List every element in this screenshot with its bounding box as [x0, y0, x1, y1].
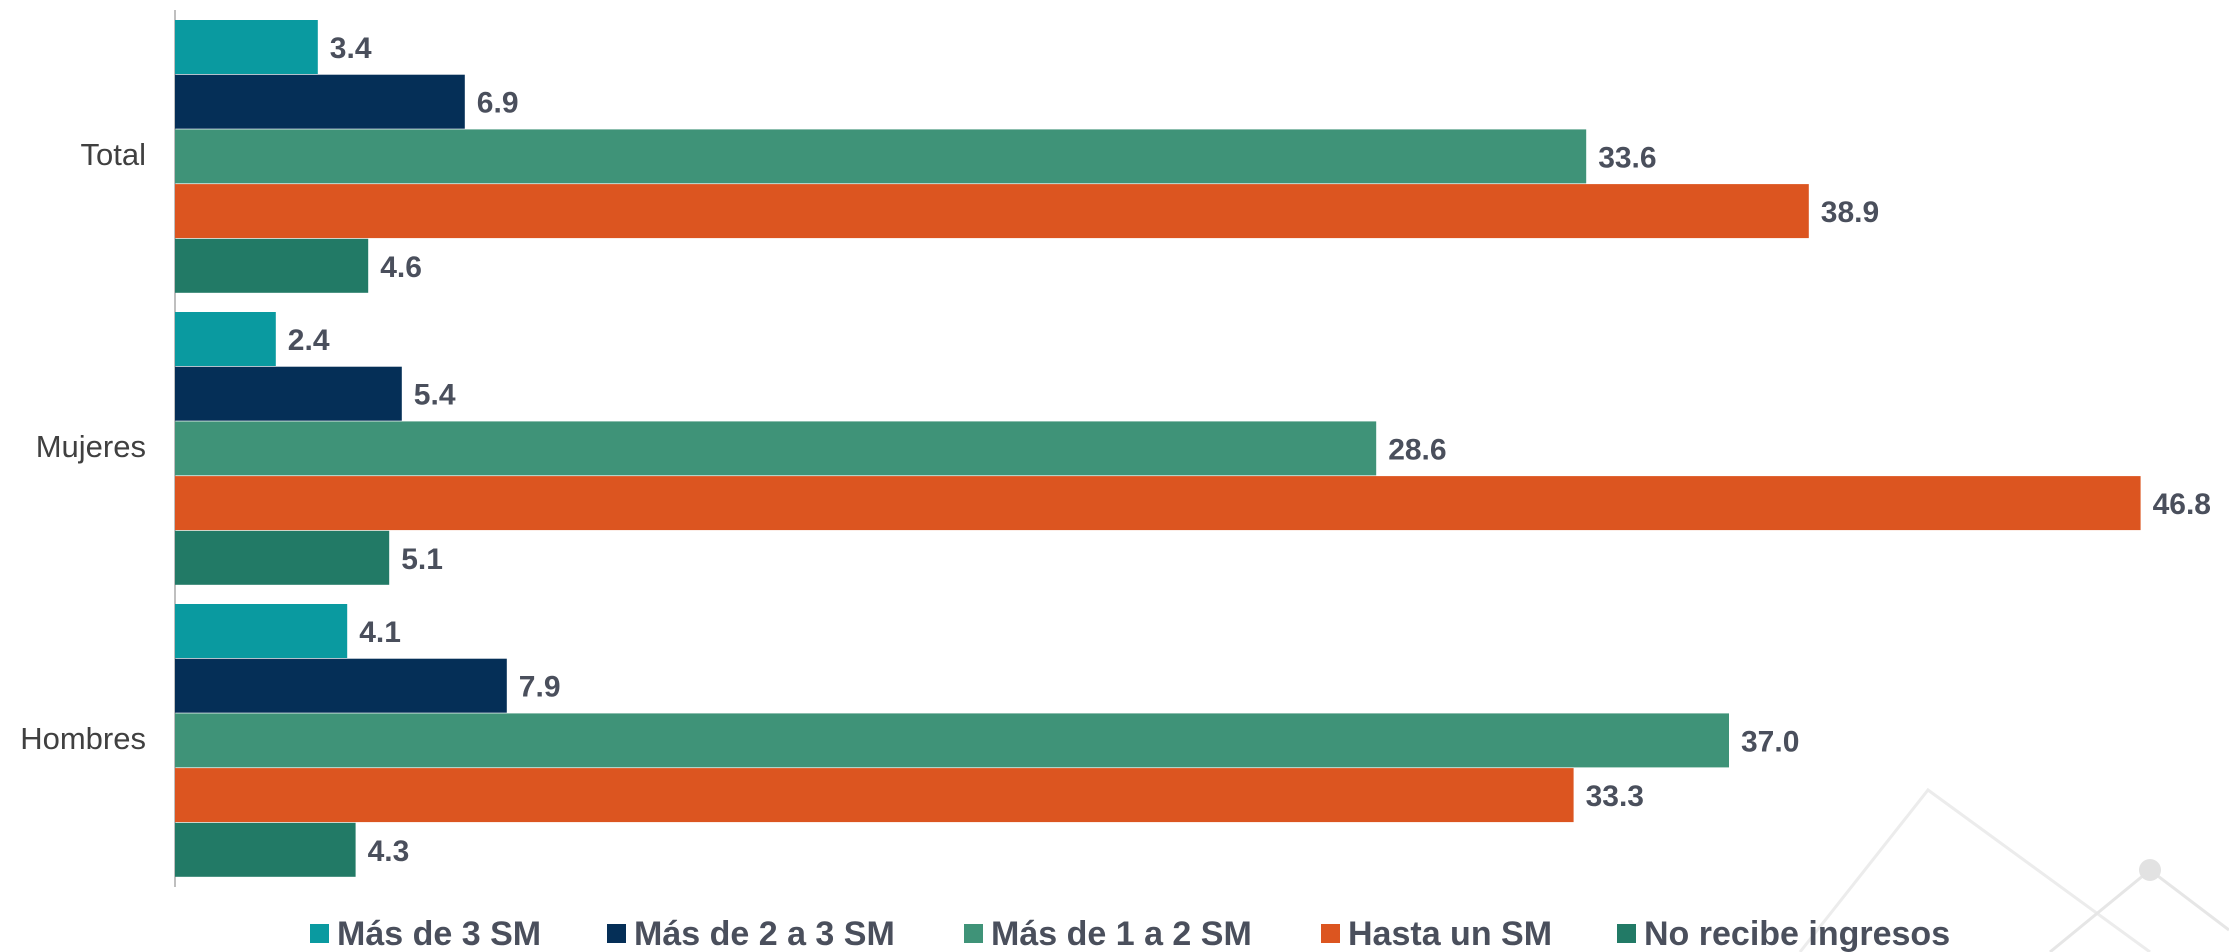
bar-total-mas-de-1-a-2-sm [175, 129, 1587, 184]
watermark-decoration [1798, 787, 2229, 952]
value-label-hombres-mas-de-2-a-3-sm: 7.9 [519, 671, 561, 704]
bar-total-mas-de-2-a-3-sm [175, 74, 465, 129]
legend: Más de 3 SM Más de 2 a 3 SM Más de 1 a 2 S… [310, 915, 1950, 952]
value-label-mujeres-mas-de-1-a-2-sm: 28.6 [1388, 433, 1446, 466]
value-label-hombres-mas-de-1-a-2-sm: 37.0 [1741, 725, 1799, 758]
bar-mujeres-mas-de-2-a-3-sm [175, 366, 402, 421]
legend-label-mas-de-1-a-2-sm: Más de 1 a 2 SM [991, 915, 1252, 952]
category-labels-group: Total Mujeres Hombres [20, 137, 146, 756]
value-label-mujeres-mas-de-3-sm: 2.4 [288, 324, 330, 357]
value-label-mujeres-no-recibe-ingresos: 5.1 [401, 543, 443, 576]
category-label-mujeres: Mujeres [36, 429, 146, 464]
bar-mujeres-mas-de-1-a-2-sm [175, 421, 1377, 476]
value-label-total-mas-de-3-sm: 3.4 [330, 32, 372, 65]
bar-hombres-mas-de-1-a-2-sm [175, 713, 1729, 768]
value-label-mujeres-hasta-un-sm: 46.8 [2153, 488, 2211, 521]
legend-swatch-hasta-un-sm [1321, 924, 1340, 943]
legend-label-mas-de-2-a-3-sm: Más de 2 a 3 SM [634, 915, 895, 952]
value-labels-group: 3.4 6.9 33.6 38.9 4.6 2.4 5.4 28.6 46.8 5.1 4.1 7.9… [288, 32, 2211, 868]
bar-total-no-recibe-ingresos [175, 238, 369, 293]
category-label-hombres: Hombres [20, 721, 146, 756]
bar-hombres-mas-de-2-a-3-sm [175, 658, 507, 713]
value-label-total-mas-de-2-a-3-sm: 6.9 [477, 87, 519, 120]
legend-swatch-no-recibe-ingresos [1617, 924, 1636, 943]
legend-swatch-mas-de-1-a-2-sm [964, 924, 983, 943]
bar-hombres-hasta-un-sm [175, 768, 1574, 823]
legend-swatch-mas-de-3-sm [310, 924, 329, 943]
value-label-total-hasta-un-sm: 38.9 [1821, 196, 1879, 229]
bar-total-hasta-un-sm [175, 184, 1809, 239]
value-label-hombres-mas-de-3-sm: 4.1 [359, 616, 401, 649]
value-label-total-no-recibe-ingresos: 4.6 [380, 251, 422, 284]
legend-label-mas-de-3-sm: Más de 3 SM [337, 915, 541, 952]
legend-swatch-mas-de-2-a-3-sm [607, 924, 626, 943]
value-label-total-mas-de-1-a-2-sm: 33.6 [1598, 141, 1656, 174]
bar-hombres-no-recibe-ingresos [175, 822, 356, 877]
value-label-hombres-no-recibe-ingresos: 4.3 [368, 835, 410, 868]
legend-label-no-recibe-ingresos: No recibe ingresos [1644, 915, 1950, 952]
value-label-hombres-hasta-un-sm: 33.3 [1586, 780, 1644, 813]
bar-hombres-mas-de-3-sm [175, 604, 348, 658]
bar-mujeres-hasta-un-sm [175, 476, 2141, 531]
bar-mujeres-no-recibe-ingresos [175, 530, 390, 585]
bar-total-mas-de-3-sm [175, 20, 318, 74]
bars-group [175, 20, 2141, 877]
bar-mujeres-mas-de-3-sm [175, 312, 276, 366]
category-label-total: Total [81, 137, 146, 172]
legend-label-hasta-un-sm: Hasta un SM [1348, 915, 1552, 952]
value-label-mujeres-mas-de-2-a-3-sm: 5.4 [414, 379, 456, 412]
